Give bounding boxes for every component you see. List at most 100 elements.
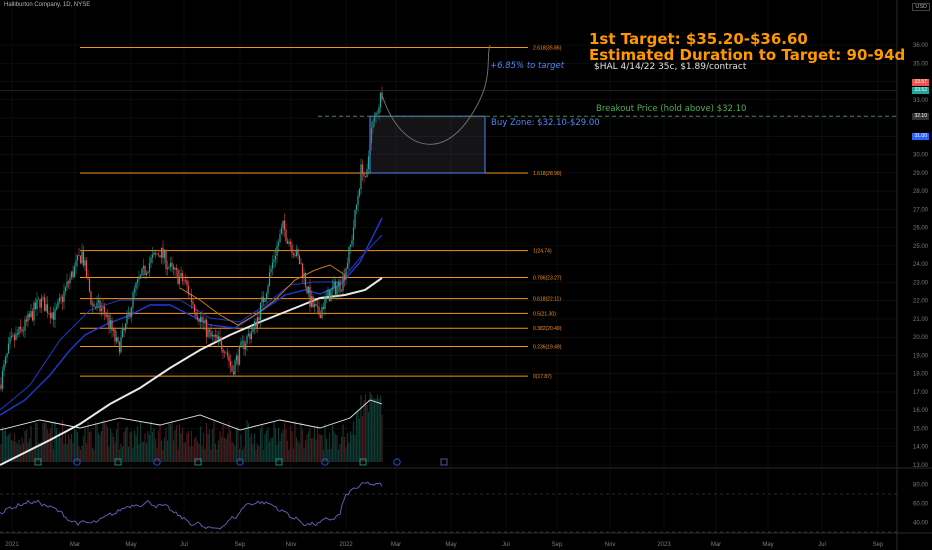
candle-body [87, 277, 89, 279]
candle-body [232, 371, 235, 375]
event-markers[interactable] [34, 458, 448, 466]
volume-bar [196, 440, 199, 462]
candle-body [100, 308, 103, 312]
candle-body [139, 275, 142, 279]
volume-bar [139, 421, 142, 462]
volume-bar [177, 449, 179, 462]
volume-bar [75, 429, 77, 462]
volume-bar [52, 448, 55, 462]
candle-body [276, 245, 278, 256]
volume-bar [64, 433, 67, 462]
candle-body [150, 257, 152, 264]
volume-bar [36, 422, 38, 462]
candle-body [12, 335, 14, 336]
volume-bar [58, 431, 61, 462]
price-tick: 23.00 [913, 280, 929, 286]
volume-bar [67, 434, 70, 462]
volume-bar [327, 449, 329, 462]
volume-bar [337, 449, 340, 462]
volume-bar [316, 425, 319, 462]
candle-body [28, 313, 31, 318]
earnings-marker [275, 458, 283, 466]
drawings[interactable] [0, 44, 897, 174]
candle-body [292, 253, 295, 256]
candle-body [349, 244, 352, 247]
fib-level-label: 0(17.87) [533, 374, 552, 380]
symbol-title[interactable]: Halliburton Company, 1D, NYSE [4, 2, 91, 8]
candle-body [16, 333, 19, 335]
volume-bar [358, 418, 361, 462]
candle-body [313, 304, 316, 308]
candle-body [327, 289, 329, 296]
price-tick: 27.00 [913, 207, 929, 213]
candle-body [145, 272, 148, 275]
target-annotation: 1st Target: $35.20-$36.60 [589, 30, 808, 48]
candle-body [285, 229, 287, 242]
candle-body [157, 254, 160, 256]
volume-bar [300, 421, 302, 462]
candle-body [45, 304, 47, 312]
candle-body [127, 312, 130, 315]
candle-body [261, 296, 263, 303]
candle-body [294, 255, 296, 257]
candle-body [169, 262, 172, 268]
volume-bar [216, 449, 218, 462]
volume-bar [205, 423, 208, 462]
volume-bar [154, 438, 157, 462]
candle-body [270, 268, 272, 273]
candle-body [165, 250, 167, 270]
time-axis[interactable]: 2021 Mar May Jul Sep Nov 2022 Mar May Jul Sep Nov 20… [0, 532, 932, 548]
candle-body [130, 307, 133, 318]
candle-body [262, 296, 265, 302]
candle-body [235, 355, 238, 361]
candle-body [144, 265, 146, 275]
volume-bar [97, 432, 100, 462]
candle-body [364, 176, 367, 178]
candle-body [43, 297, 46, 312]
volume-bar [9, 432, 11, 462]
fib-retracement[interactable]: 2.618(35.86) 1.618(28.99) 1(24.74) 0.786(23… [80, 46, 562, 381]
candle-body [153, 252, 155, 255]
candle-body [337, 281, 340, 287]
candle-body [348, 246, 350, 264]
candle-body [243, 340, 245, 350]
candle-body [357, 195, 359, 205]
volume-bar [352, 421, 355, 462]
volume-bar [250, 433, 253, 462]
candle-body [94, 306, 97, 308]
candle-body [291, 244, 293, 254]
volume-bar [285, 429, 287, 462]
candle-body [126, 314, 128, 324]
ma-100-line [0, 234, 383, 411]
volume-bar [240, 434, 242, 462]
candle-body [123, 329, 125, 331]
volume-bar [145, 443, 148, 462]
candle-body [31, 311, 34, 321]
volume-bar [33, 445, 35, 462]
candle-body [240, 341, 242, 346]
volume-bar [202, 432, 205, 462]
price-tick: 22.00 [913, 299, 929, 305]
dividend-marker [321, 458, 329, 466]
price-tick: 33.00 [913, 98, 929, 104]
candle-body [82, 251, 85, 266]
candle-body [42, 297, 44, 299]
volume-bar [1, 427, 4, 462]
candle-body [102, 306, 104, 309]
earnings-marker [114, 458, 122, 466]
candle-body [303, 273, 305, 277]
candle-body [124, 323, 127, 331]
candle-body [51, 312, 53, 319]
volume-bar [133, 430, 136, 462]
volume-bar [375, 398, 377, 462]
candle-body [355, 204, 358, 210]
candle-body [231, 365, 233, 372]
volume-bar [355, 412, 358, 462]
price-tick: 26.00 [913, 226, 929, 232]
currency-badge[interactable]: USD [912, 3, 930, 11]
volume-bar [148, 434, 151, 462]
candle-body [210, 331, 212, 337]
volume-bar [135, 434, 137, 462]
candle-body [279, 234, 281, 243]
